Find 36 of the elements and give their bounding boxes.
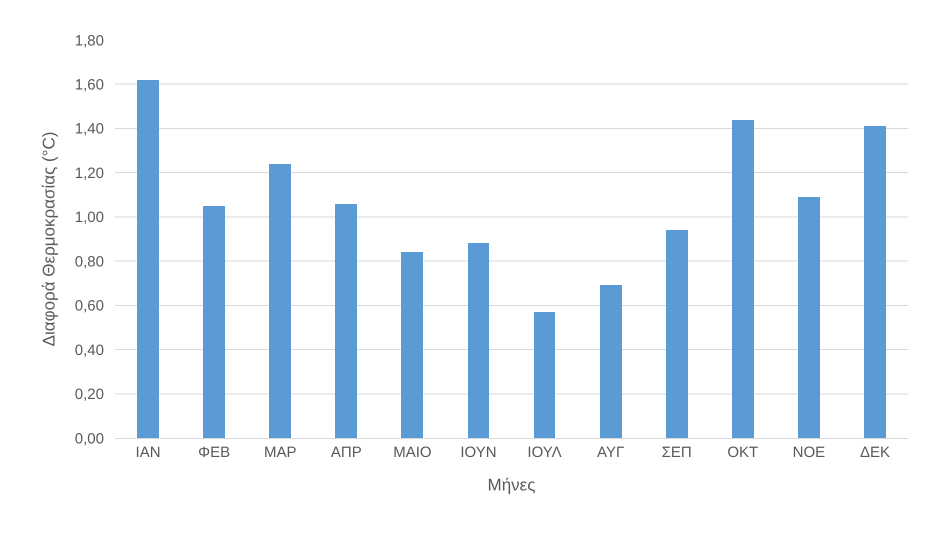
x-tick-label: ΙΟΥΝ: [460, 444, 497, 461]
bar: [269, 164, 291, 438]
bar: [534, 312, 555, 438]
bar: [137, 80, 159, 438]
y-tick-label: 0,20: [74, 386, 104, 404]
y-tick-label: 1,40: [74, 120, 104, 138]
x-tick-label: ΜΑΡ: [264, 444, 296, 461]
y-tick-label: 1,80: [74, 32, 104, 50]
y-tick-label: 0,60: [74, 298, 104, 315]
x-tick-label: ΑΥΓ: [597, 444, 624, 461]
y-tick-label: 1,60: [74, 76, 104, 94]
bar: [864, 126, 886, 438]
x-tick-label: ΜΑΙΟ: [393, 444, 432, 461]
bar: [666, 230, 688, 438]
y-tick-label: 1,00: [74, 209, 104, 226]
y-tick-label: 1,20: [74, 164, 104, 182]
x-tick-label: ΙΟΥΛ: [527, 444, 562, 461]
bar: [468, 243, 489, 438]
x-tick-label: ΟΚΤ: [727, 444, 758, 461]
bar: [203, 206, 225, 438]
x-tick-label: ΣΕΠ: [662, 444, 692, 461]
x-axis-title: Μήνες: [488, 475, 536, 494]
bar: [335, 204, 357, 438]
y-tick-label: 0,00: [74, 430, 104, 448]
bar: [401, 252, 423, 438]
x-tick-label: ΑΠΡ: [330, 444, 362, 461]
x-tick-label: ΝΟΕ: [792, 444, 826, 461]
bar: [600, 285, 622, 438]
bar: [798, 197, 820, 438]
x-tick-label: ΙΑΝ: [136, 444, 161, 461]
y-axis-title: Διαφορά Θερμοκρασίας (°C): [39, 132, 58, 346]
y-tick-label: 0,40: [74, 342, 104, 359]
y-tick-label: 0,80: [74, 253, 104, 270]
x-tick-label: ΦΕΒ: [198, 444, 230, 461]
bar: [732, 120, 754, 438]
x-tick-label: ΔΕΚ: [860, 444, 890, 461]
